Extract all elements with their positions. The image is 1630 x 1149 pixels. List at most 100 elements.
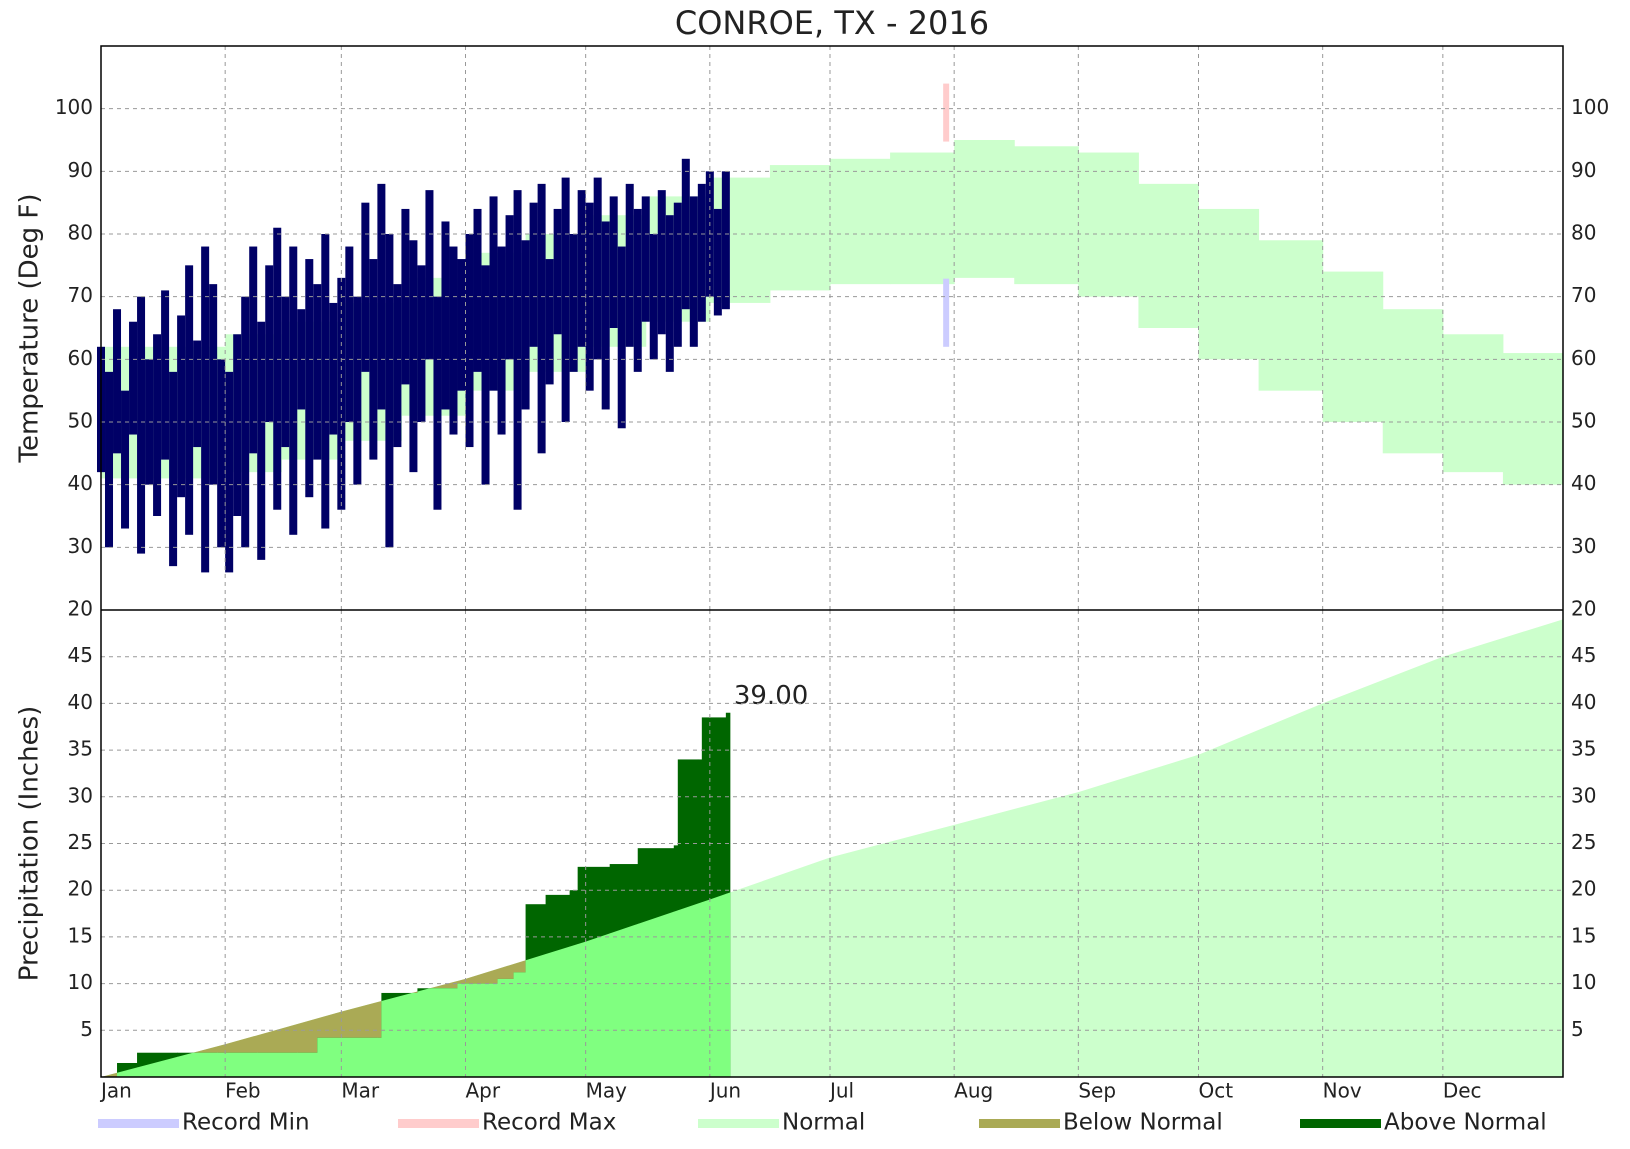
- record-max: [943, 83, 950, 142]
- temp-range-bar: [473, 208, 482, 372]
- frame: [100, 45, 1564, 1078]
- legend-swatch: [98, 1119, 179, 1128]
- temp-range-bar: [697, 183, 706, 322]
- y-tick-label-right: 35: [1571, 737, 1596, 761]
- observed-precip-fill: [217, 1052, 258, 1077]
- y-tick-label-right: 5: [1571, 1017, 1584, 1041]
- y-axis-title: Temperature (Deg F): [15, 194, 45, 464]
- y-tick-label: 40: [68, 690, 93, 714]
- temp-range-bar: [617, 246, 626, 429]
- y-tick-label: 20: [68, 597, 93, 621]
- legend-swatch: [398, 1119, 479, 1128]
- legend-swatch: [979, 1119, 1060, 1128]
- legend-swatch: [1300, 1119, 1381, 1128]
- x-tick-label: Aug: [954, 1079, 993, 1103]
- temp-range-bar: [345, 246, 354, 422]
- legend-label: Above Normal: [1384, 1110, 1547, 1136]
- y-tick-label: 80: [68, 221, 93, 245]
- y-tick-label: 60: [68, 346, 93, 370]
- temp-range-bar: [441, 221, 450, 410]
- observed-precip-fill: [725, 712, 731, 1077]
- temp-range-bar: [273, 227, 282, 510]
- x-tick-label: Apr: [465, 1079, 500, 1103]
- temp-range-bar: [425, 190, 434, 360]
- temp-range-bar: [641, 196, 650, 322]
- x-tick-label: Nov: [1323, 1079, 1362, 1103]
- y-tick-label-right: 20: [1571, 877, 1596, 901]
- chart-title: CONROE, TX - 2016: [675, 4, 989, 42]
- temp-range-bar: [465, 234, 474, 448]
- temp-range-bar: [217, 359, 226, 548]
- y-tick-label-right: 10: [1571, 970, 1596, 994]
- temp-range-bar: [265, 265, 274, 422]
- temp-range-bar: [137, 296, 146, 554]
- normal-band: [890, 152, 955, 285]
- temp-range-bar: [249, 246, 258, 454]
- temp-range-bar: [153, 334, 162, 516]
- temp-range-bar: [361, 202, 370, 372]
- temp-range-bar: [105, 371, 114, 548]
- temp-range-bar: [281, 296, 290, 448]
- temp-range-bar: [193, 340, 202, 448]
- normal-band: [1322, 271, 1384, 422]
- y-tick-label: 100: [55, 95, 93, 119]
- y-tick-label: 5: [80, 1017, 93, 1041]
- observed-precip-fill: [257, 1052, 298, 1077]
- temp-range-bar: [321, 234, 330, 529]
- temp-range-bar: [673, 202, 682, 347]
- temp-range-bar: [385, 234, 394, 548]
- normal-band: [1138, 183, 1200, 328]
- temp-range-bar: [257, 321, 266, 560]
- y-tick-label: 70: [68, 283, 93, 307]
- legend-label: Record Max: [482, 1110, 616, 1136]
- legend-swatch: [698, 1119, 779, 1128]
- x-tick-label: Feb: [225, 1079, 260, 1103]
- record-min: [943, 278, 950, 347]
- temp-range-bar: [513, 190, 522, 510]
- temp-range-bar: [305, 259, 314, 498]
- y-tick-label-right: 15: [1571, 923, 1596, 947]
- y-tick-label-right: 30: [1571, 534, 1596, 558]
- y-tick-label: 25: [68, 830, 93, 854]
- temp-range-bar: [129, 321, 138, 435]
- x-tick-label: Jul: [828, 1079, 854, 1103]
- temp-range-bar: [561, 177, 570, 422]
- normal-band: [1198, 208, 1260, 360]
- temp-range-bar: [113, 309, 122, 454]
- observed-precip-fill: [417, 988, 458, 1077]
- temp-range-bar: [545, 259, 554, 385]
- temp-range-bar: [353, 296, 362, 485]
- temp-range-bar: [665, 215, 674, 372]
- temp-range-bar: [313, 284, 322, 460]
- observed-precip-fill: [177, 1052, 218, 1077]
- normal-band: [769, 165, 831, 291]
- y-tick-label-right: 40: [1571, 690, 1596, 714]
- y-tick-label-right: 80: [1571, 221, 1596, 245]
- temp-range-bar: [689, 196, 698, 347]
- normal-band: [1442, 334, 1504, 473]
- temp-range-bar: [721, 171, 730, 310]
- observed-precip-fill: [297, 1052, 318, 1077]
- y-tick-label-right: 30: [1571, 783, 1596, 807]
- normal-band: [1014, 146, 1079, 285]
- temp-range-bar: [449, 246, 458, 435]
- x-tick-label: May: [586, 1079, 628, 1103]
- x-tick-label: Dec: [1443, 1079, 1482, 1103]
- temp-range-bar: [409, 240, 418, 473]
- temp-range-bar: [521, 240, 530, 410]
- observed-precip-fill: [497, 978, 515, 1077]
- legend-label: Below Normal: [1063, 1110, 1223, 1136]
- observed-precip-fill: [673, 845, 679, 1077]
- y-tick-label-right: 70: [1571, 283, 1596, 307]
- temp-range-bar: [417, 265, 426, 422]
- y-tick-label-right: 60: [1571, 346, 1596, 370]
- temp-range-bar: [169, 371, 178, 567]
- legend-label: Record Min: [182, 1110, 310, 1136]
- y-tick-label-right: 25: [1571, 830, 1596, 854]
- x-tick-label: Oct: [1199, 1079, 1234, 1103]
- y-tick-label: 35: [68, 737, 93, 761]
- y-tick-label-right: 50: [1571, 409, 1596, 433]
- temp-range-bar: [201, 246, 210, 573]
